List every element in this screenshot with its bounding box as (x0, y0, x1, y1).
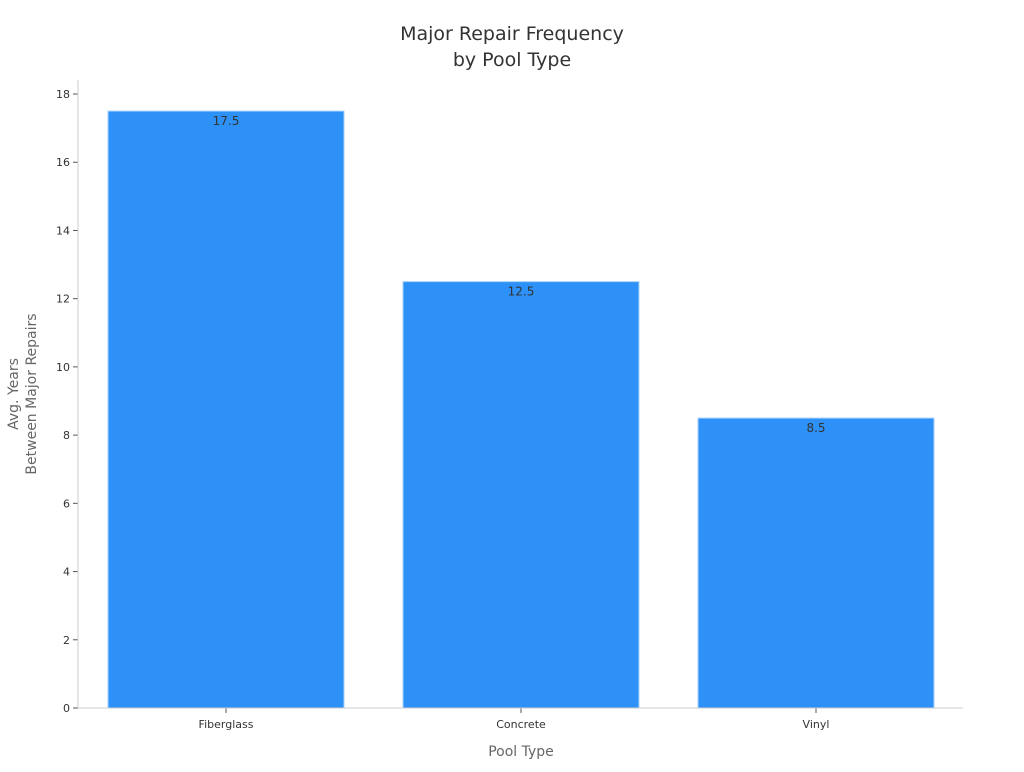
y-tick-label: 8 (63, 429, 70, 442)
x-tick-label: Fiberglass (199, 718, 254, 731)
bar-vinyl (697, 417, 935, 709)
bar-concrete (402, 281, 640, 709)
y-axis-label-line-2: Between Major Repairs (24, 313, 40, 474)
x-axis-label: Pool Type (488, 744, 554, 760)
y-tick-label: 14 (56, 224, 70, 237)
chart-title-line-1: Major Repair Frequency (400, 23, 624, 45)
y-axis-label-line-1: Avg. Years (6, 358, 22, 430)
y-tick-label: 4 (63, 566, 70, 579)
y-tick-label: 10 (56, 361, 70, 374)
chart-title-line-2: by Pool Type (453, 49, 571, 71)
data-label: 12.5 (508, 285, 535, 299)
y-tick-label: 16 (56, 156, 70, 169)
data-label: 17.5 (213, 114, 240, 128)
x-tick-label: Concrete (496, 718, 546, 731)
y-tick-label: 6 (63, 497, 70, 510)
data-label: 8.5 (806, 421, 825, 435)
x-tick-label: Vinyl (803, 718, 830, 731)
y-tick-label: 12 (56, 293, 70, 306)
y-tick-label: 2 (63, 634, 70, 647)
y-tick-label: 0 (63, 702, 70, 715)
bar-fiberglass (107, 110, 345, 709)
y-tick-label: 18 (56, 88, 70, 101)
